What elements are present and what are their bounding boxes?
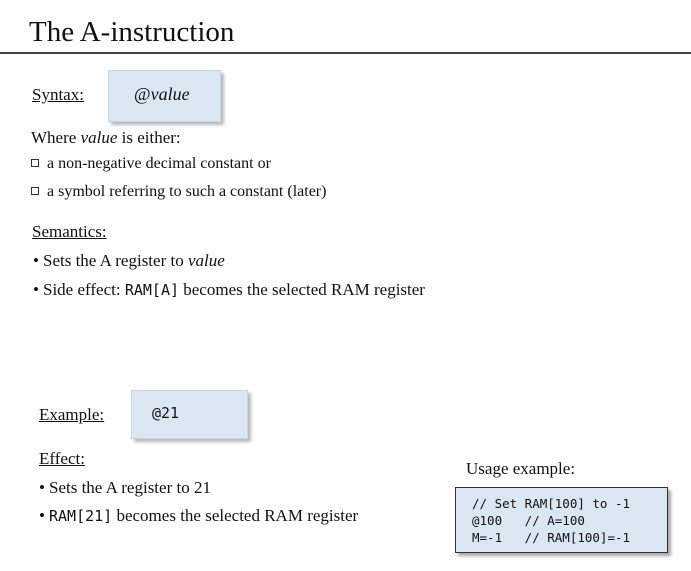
where-value: value	[80, 128, 118, 147]
example-code-box	[131, 390, 248, 439]
semantics-b2-code: RAM[A]	[124, 281, 180, 299]
usage-line-2: @100 // A=100	[472, 513, 585, 528]
square-bullet-icon	[31, 187, 39, 196]
semantics-b2-suffix: becomes the selected RAM register	[179, 280, 425, 299]
title-divider	[0, 52, 691, 54]
where-line: Where value is either:	[31, 127, 181, 149]
semantics-label: Semantics:	[32, 222, 107, 241]
bullet-icon: •	[33, 251, 39, 270]
effect-b2-code: RAM[21]	[49, 507, 113, 525]
where-option-1: a non-negative decimal constant or	[31, 153, 271, 175]
where-option-text: a non-negative decimal constant or	[47, 155, 271, 172]
bullet-icon: •	[33, 280, 39, 299]
bullet-icon: •	[39, 478, 45, 497]
effect-bullet-1: • Sets the A register to 21	[39, 477, 211, 499]
usage-code-box	[455, 487, 668, 553]
usage-line-3: M=-1 // RAM[100]=-1	[472, 530, 631, 545]
syntax-code-box	[108, 70, 221, 122]
example-label: Example:	[39, 405, 105, 424]
where-option-2: a symbol referring to such a constant (l…	[31, 181, 326, 203]
effect-b2-suffix: becomes the selected RAM register	[112, 506, 359, 525]
syntax-label: Syntax:	[32, 85, 84, 104]
usage-line-1: // Set RAM[100] to -1	[472, 496, 631, 511]
semantics-b1-value: value	[187, 251, 225, 270]
bullet-icon: •	[39, 506, 45, 525]
syntax-code: @value	[134, 84, 190, 105]
semantics-bullet-2: • Side effect: RAM[A] becomes the selecte…	[33, 279, 425, 301]
where-option-text: a symbol referring to such a constant (l…	[47, 183, 327, 200]
example-code: @21	[152, 404, 180, 422]
effect-bullet-2: • RAM[21] becomes the selected RAM regist…	[39, 505, 358, 527]
semantics-b2-prefix: Side effect:	[43, 280, 125, 299]
semantics-b1-prefix: Sets the A register to	[43, 251, 188, 270]
where-suffix: is either:	[117, 128, 181, 147]
syntax-at: @	[134, 84, 151, 104]
slide-title: The A-instruction	[29, 16, 235, 48]
square-bullet-icon	[31, 159, 39, 168]
effect-b1-text: Sets the A register to 21	[49, 478, 211, 497]
where-prefix: Where	[31, 128, 81, 147]
semantics-bullet-1: • Sets the A register to value	[33, 250, 225, 272]
usage-title: Usage example:	[466, 459, 576, 478]
effect-label: Effect:	[39, 449, 85, 468]
syntax-value: value	[150, 84, 190, 104]
